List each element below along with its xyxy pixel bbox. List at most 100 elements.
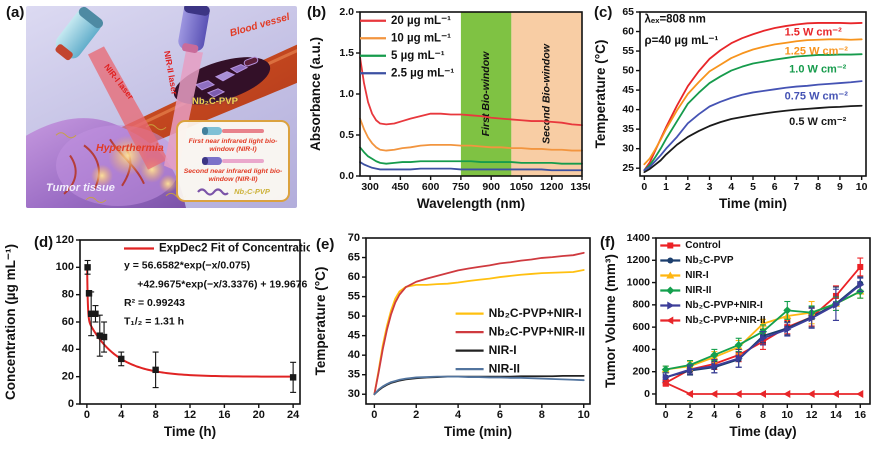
panel-label-c: (c) bbox=[594, 4, 613, 21]
svg-text:20: 20 bbox=[62, 371, 74, 383]
svg-text:Concentration (µg mL⁻¹): Concentration (µg mL⁻¹) bbox=[3, 244, 18, 400]
panel-c: (c) 0 1 2 3 4 5 6 7 8 9 10 25 30 35 40 45 50 55 60 65 Time (… bbox=[590, 0, 878, 226]
svg-text:1.25 W cm⁻²: 1.25 W cm⁻² bbox=[785, 45, 849, 57]
svg-text:9: 9 bbox=[837, 181, 843, 193]
svg-text:y = 56.6582*exp(−x/0.075): y = 56.6582*exp(−x/0.075) bbox=[124, 260, 250, 272]
svg-text:Tumor Volume (mm³): Tumor Volume (mm³) bbox=[603, 254, 618, 388]
svg-text:0: 0 bbox=[371, 409, 377, 421]
nir1-biowindow-caption: First near infrared light bio-window (NI… bbox=[188, 137, 278, 153]
chart-tumor-volume: 0 2 4 6 8 10 12 14 16 0 200 400 600 800 1000 1200 1400 Ti… bbox=[600, 226, 878, 457]
svg-text:8: 8 bbox=[153, 409, 159, 421]
svg-text:10: 10 bbox=[578, 409, 590, 421]
svg-text:45: 45 bbox=[622, 84, 634, 96]
inset-material-label: Nb₂C-PVP bbox=[234, 186, 270, 196]
nir2-mini-icon bbox=[202, 156, 264, 166]
svg-text:NIR-I: NIR-I bbox=[489, 343, 517, 357]
svg-text:1200: 1200 bbox=[627, 254, 651, 266]
svg-text:750: 750 bbox=[452, 181, 470, 193]
svg-text:First Bio-window: First Bio-window bbox=[480, 51, 492, 136]
svg-text:12: 12 bbox=[184, 409, 196, 421]
panel-label-a: (a) bbox=[6, 4, 25, 21]
svg-text:λₑₓ=808 nm: λₑₓ=808 nm bbox=[645, 13, 706, 25]
svg-text:ρ=40 µg mL⁻¹: ρ=40 µg mL⁻¹ bbox=[645, 35, 719, 47]
svg-text:10: 10 bbox=[856, 181, 868, 193]
svg-text:2.5 µg mL⁻¹: 2.5 µg mL⁻¹ bbox=[391, 67, 454, 79]
svg-text:12: 12 bbox=[806, 409, 818, 421]
svg-text:6: 6 bbox=[772, 181, 778, 193]
svg-text:2.0: 2.0 bbox=[339, 6, 354, 18]
svg-text:35: 35 bbox=[622, 123, 634, 135]
panel-label-e: (e) bbox=[316, 236, 335, 253]
nir1-beam bbox=[88, 46, 168, 170]
svg-text:0: 0 bbox=[84, 409, 90, 421]
svg-text:Nb₂C-PVP+NIR-I: Nb₂C-PVP+NIR-I bbox=[685, 300, 763, 311]
svg-text:16: 16 bbox=[854, 409, 866, 421]
panel-e: (e) 0 2 4 6 8 10 30 35 40 45 50 55 60 65 70 Time (min) T… bbox=[310, 226, 600, 452]
svg-text:3: 3 bbox=[707, 181, 713, 193]
nb2c-pvp-label: Nb₂C-PVP bbox=[192, 96, 238, 107]
bio-window-legend-inset: First near infrared light bio-window (NI… bbox=[176, 120, 290, 202]
svg-text:800: 800 bbox=[632, 299, 650, 311]
svg-text:80: 80 bbox=[62, 289, 74, 301]
svg-text:45: 45 bbox=[348, 330, 360, 342]
svg-text:1400: 1400 bbox=[627, 232, 651, 244]
svg-text:1.5: 1.5 bbox=[339, 47, 354, 59]
svg-text:900: 900 bbox=[482, 181, 500, 193]
svg-text:20: 20 bbox=[253, 409, 265, 421]
panel-f: (f) 0 2 4 6 8 10 12 14 16 0 200 400 600 800 1000 1200 14… bbox=[600, 226, 878, 452]
nanosheet-icon bbox=[197, 188, 229, 196]
nir2-biowindow-caption: Second near infrared light bio-window (N… bbox=[183, 167, 283, 184]
nir2-beam bbox=[164, 50, 203, 172]
svg-text:40: 40 bbox=[622, 103, 634, 115]
svg-text:5: 5 bbox=[750, 181, 756, 193]
svg-text:35: 35 bbox=[348, 369, 360, 381]
svg-text:NIR-I: NIR-I bbox=[685, 270, 709, 281]
chart-canvas-e: 0 2 4 6 8 10 30 35 40 45 50 55 60 65 70 Time (min) Tempe… bbox=[313, 232, 591, 439]
svg-text:25: 25 bbox=[622, 162, 634, 174]
svg-text:30: 30 bbox=[348, 388, 360, 400]
svg-text:60: 60 bbox=[62, 316, 74, 328]
svg-text:0: 0 bbox=[641, 181, 647, 193]
svg-text:8: 8 bbox=[815, 181, 821, 193]
chart-absorbance-spectra: First Bio-window Second Bio-window 300 450 6… bbox=[305, 0, 594, 231]
chart-canvas-f: 0 2 4 6 8 10 12 14 16 0 200 400 600 800 1000 1200 1400 Ti… bbox=[603, 232, 871, 439]
svg-text:2: 2 bbox=[413, 409, 419, 421]
svg-text:1050: 1050 bbox=[510, 181, 534, 193]
svg-text:60: 60 bbox=[348, 271, 360, 283]
svg-text:ExpDec2 Fit of Concentration: ExpDec2 Fit of Concentration bbox=[159, 243, 310, 255]
svg-text:0.5: 0.5 bbox=[339, 129, 354, 141]
hyperthermia-label: Hyperthermia bbox=[96, 142, 164, 154]
svg-text:70: 70 bbox=[348, 232, 360, 244]
svg-text:6: 6 bbox=[497, 409, 503, 421]
svg-text:Time (min): Time (min) bbox=[719, 196, 787, 211]
svg-text:7: 7 bbox=[794, 181, 800, 193]
svg-text:600: 600 bbox=[632, 321, 650, 333]
panel-d: (d) 0 4 8 12 16 20 24 0 20 40 60 80 100 120 Time (h) Co… bbox=[0, 226, 320, 452]
svg-text:Time (day): Time (day) bbox=[729, 424, 796, 439]
svg-text:Nb₂C-PVP+NIR-I: Nb₂C-PVP+NIR-I bbox=[489, 306, 582, 320]
svg-text:8: 8 bbox=[539, 409, 545, 421]
svg-text:200: 200 bbox=[632, 365, 650, 377]
svg-text:0.75 W cm⁻²: 0.75 W cm⁻² bbox=[785, 91, 849, 103]
svg-text:400: 400 bbox=[632, 343, 650, 355]
nir1-laser-icon bbox=[55, 6, 104, 61]
svg-text:1000: 1000 bbox=[627, 276, 651, 288]
svg-text:Time (min): Time (min) bbox=[444, 424, 512, 439]
panel-label-b: (b) bbox=[307, 4, 327, 21]
svg-text:10 µg mL⁻¹: 10 µg mL⁻¹ bbox=[391, 32, 451, 44]
svg-text:20 µg mL⁻¹: 20 µg mL⁻¹ bbox=[391, 15, 451, 27]
panel-label-f: (f) bbox=[600, 234, 615, 251]
svg-text:Control: Control bbox=[685, 240, 721, 251]
chart-nir-heating-curves: 0 2 4 6 8 10 30 35 40 45 50 55 60 65 70 Time (min) Tempe… bbox=[310, 226, 600, 457]
chart-canvas-b: First Bio-window Second Bio-window 300 450 6… bbox=[308, 6, 594, 211]
svg-text:0.0: 0.0 bbox=[339, 170, 354, 182]
svg-text:Temperature (°C): Temperature (°C) bbox=[593, 40, 608, 149]
chart-power-heating-curves: 0 1 2 3 4 5 6 7 8 9 10 25 30 35 40 45 50 55 60 65 Time (min)… bbox=[590, 0, 878, 231]
svg-text:Absorbance (a.u.): Absorbance (a.u.) bbox=[308, 37, 323, 151]
svg-text:1.5 W cm⁻²: 1.5 W cm⁻² bbox=[785, 27, 842, 39]
svg-text:55: 55 bbox=[622, 45, 634, 57]
panel-b: (b) First Bio-window Second Bio-window 300… bbox=[305, 0, 594, 226]
nir1-mini-icon bbox=[202, 126, 264, 136]
